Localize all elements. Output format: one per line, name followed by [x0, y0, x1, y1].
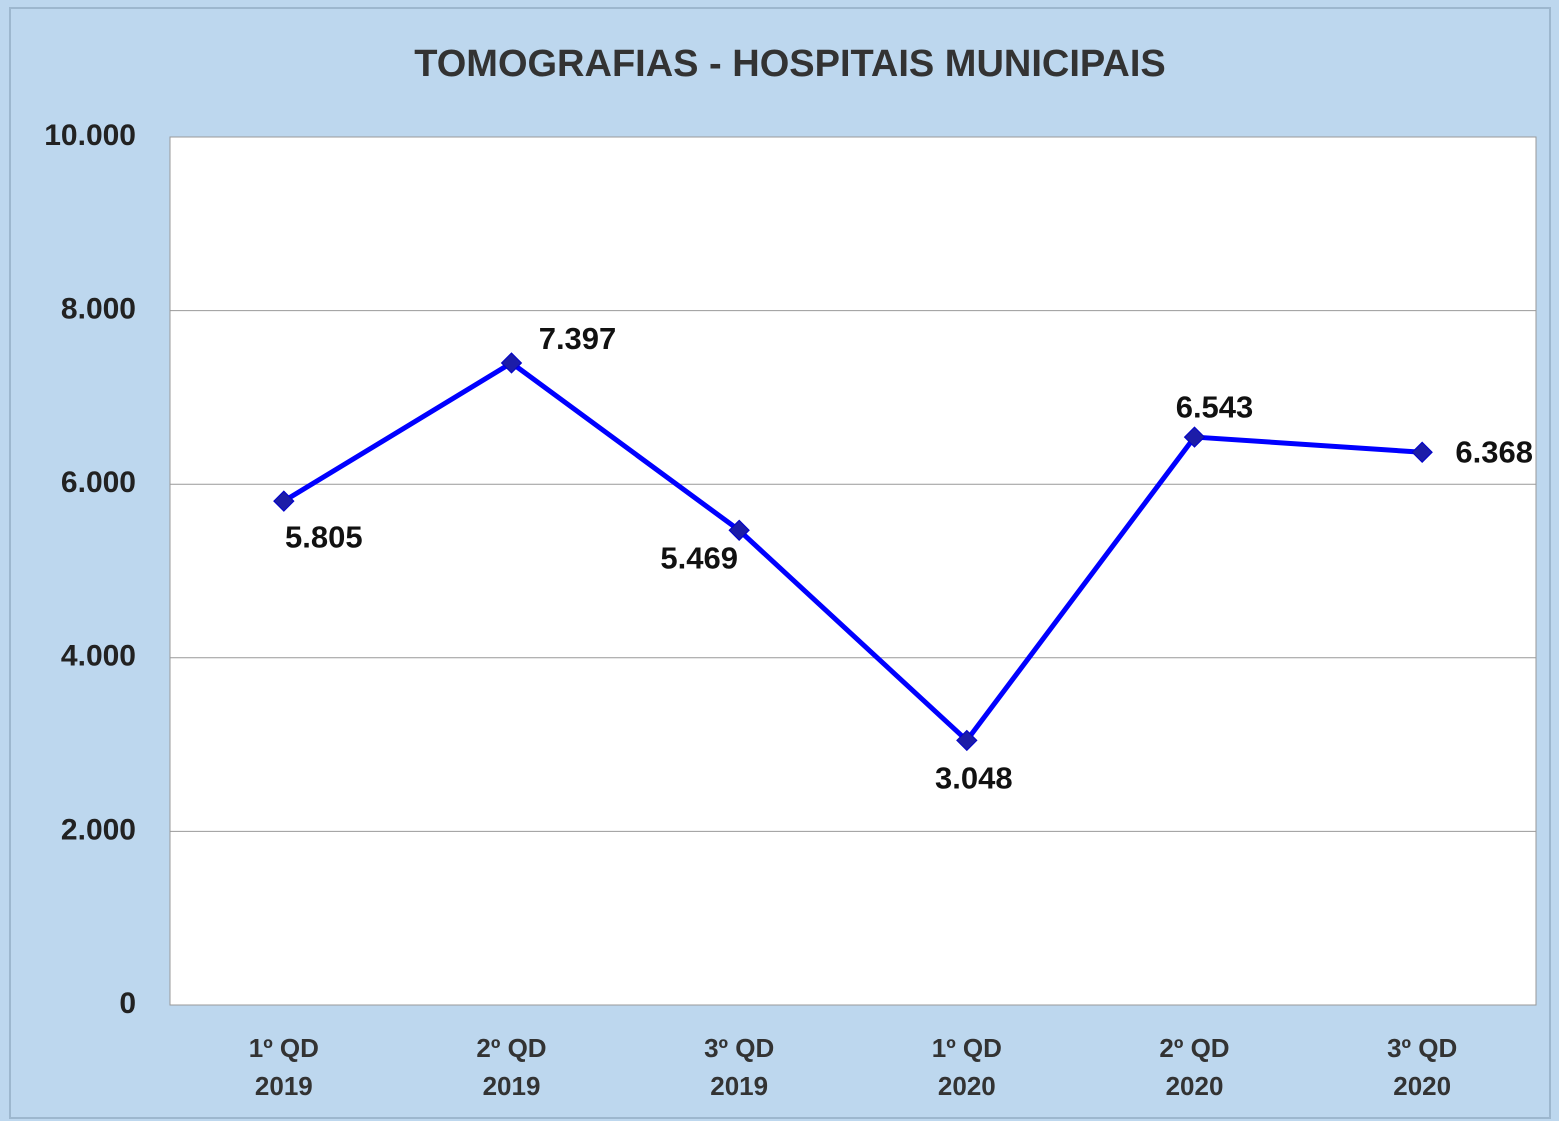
- plot-area: [169, 136, 1537, 1006]
- marker: [956, 729, 978, 752]
- data-label: 7.397: [539, 321, 617, 356]
- x-tick-label: 2º QD 2020: [1159, 1033, 1229, 1101]
- marker: [273, 490, 295, 512]
- y-tick-label: 6.000: [61, 466, 136, 499]
- y-tick-label: 2.000: [61, 813, 136, 846]
- data-label: 3.048: [935, 761, 1013, 796]
- x-tick-label: 3º QD 2019: [704, 1033, 774, 1101]
- x-tick-label: 3º QD 2020: [1387, 1033, 1457, 1101]
- y-tick-label: 0: [119, 987, 136, 1020]
- x-tick-label: 2º QD 2019: [476, 1033, 546, 1101]
- marker: [500, 352, 523, 374]
- y-tick-label: 10.000: [44, 119, 136, 152]
- marker: [1183, 426, 1206, 448]
- y-tick-label: 8.000: [61, 293, 136, 326]
- x-tick-label: 1º QD 2020: [932, 1033, 1002, 1101]
- frame: [9, 7, 1551, 1119]
- data-label: 6.368: [1455, 434, 1533, 469]
- y-tick-label: 4.000: [61, 640, 136, 673]
- marker: [728, 519, 750, 541]
- line: [282, 360, 1423, 743]
- x-tick-label: 1º QD 2019: [249, 1033, 319, 1101]
- data-label: 6.543: [1176, 389, 1254, 424]
- data-label: 5.469: [660, 540, 738, 575]
- data-label: 5.805: [285, 519, 363, 554]
- marker: [1411, 441, 1433, 463]
- chart-title: TOMOGRAFIAS - HOSPITAIS MUNICIPAIS: [414, 43, 1166, 85]
